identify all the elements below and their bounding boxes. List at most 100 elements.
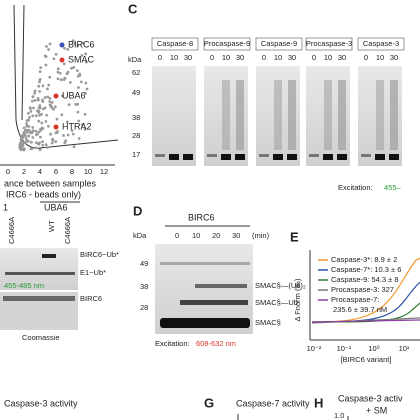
group-box — [255, 37, 303, 51]
tick-label: 8 — [70, 167, 74, 176]
smear — [274, 80, 282, 150]
group-box — [151, 37, 199, 51]
band — [309, 154, 319, 157]
excitation: Excitation: — [155, 339, 190, 348]
lane-label: 10 — [170, 53, 178, 62]
hit-label: HTRA2 — [62, 121, 92, 131]
tick-label: 10⁻¹ — [337, 344, 352, 353]
lane-label: 0 — [210, 53, 214, 62]
enzyme: BIRC6 — [188, 212, 215, 222]
legend-entry: Caspase-3*: 8.9 ± 2 — [331, 255, 397, 264]
smear — [338, 80, 346, 150]
excitation: Excitation: — [338, 183, 373, 192]
volcano-plot — [0, 4, 119, 166]
smear — [222, 80, 230, 150]
group-label: Caspase-3 — [363, 39, 399, 48]
time: 20 — [212, 231, 220, 240]
panel-title: Caspase-7 activity — [236, 398, 310, 408]
group-label: Caspase-9 — [261, 39, 297, 48]
marker: 62 — [132, 68, 140, 77]
smear — [288, 80, 296, 150]
tick-label: 12 — [100, 167, 108, 176]
lane-label: 1 — [3, 202, 8, 212]
group-label: UBA6 — [44, 202, 68, 212]
group-label: Caspase-8 — [157, 39, 193, 48]
band — [235, 154, 245, 160]
tick-label: 2 — [22, 167, 26, 176]
fit-curves — [311, 257, 420, 324]
smear — [324, 80, 332, 150]
group-box — [357, 37, 405, 51]
gel — [152, 66, 196, 166]
panel-letter: E — [290, 229, 299, 244]
band — [361, 154, 371, 157]
band — [323, 154, 333, 160]
band — [337, 154, 347, 160]
band — [169, 154, 179, 160]
axis-label: ance between samples — [4, 178, 97, 188]
marker: 28 — [132, 131, 140, 140]
stain: Coomassie — [22, 333, 60, 342]
unit: kDa — [128, 55, 142, 64]
hit-label: UBA6 — [62, 90, 86, 100]
band-label: E1~Ub* — [80, 268, 106, 277]
time: (min) — [252, 231, 270, 240]
lane-label: 30 — [184, 53, 192, 62]
band — [221, 154, 231, 160]
marker: 17 — [132, 150, 140, 159]
panel-title: Caspase-3 activity — [4, 398, 78, 408]
band — [259, 154, 269, 157]
lane-label: 0 — [364, 53, 368, 62]
tick-label: 10 — [84, 167, 92, 176]
group-label: Procaspase-3 — [306, 39, 352, 48]
legend-entry: Procaspase-3: 327 — [331, 285, 394, 294]
panel-letter: H — [314, 395, 323, 410]
band — [375, 154, 385, 160]
band-label: BIRC6 — [80, 294, 102, 303]
lane-label: 30 — [390, 53, 398, 62]
marker: 49 — [140, 259, 148, 268]
group-box — [305, 37, 353, 51]
time: 30 — [232, 231, 240, 240]
panel-subtitle: + SM — [366, 405, 387, 415]
marker: 49 — [132, 88, 140, 97]
panel-letter: D — [133, 203, 142, 218]
lane-label: C4666A — [7, 217, 16, 244]
lane-label: 30 — [288, 53, 296, 62]
smear — [390, 80, 398, 150]
legend-entry: Caspase-7*: 10.3 ± 6 — [331, 265, 401, 274]
time: 0 — [175, 231, 179, 240]
axis-label: [BIRC6 variant] — [341, 355, 392, 364]
band — [389, 154, 399, 160]
band — [183, 154, 193, 160]
marker: 38 — [140, 282, 148, 291]
lane-label: 10 — [222, 53, 230, 62]
tick-label: 0 — [6, 167, 10, 176]
band-label: SMAC§—(Ub)₂ — [255, 281, 306, 290]
hit-label: BIRC6 — [68, 39, 95, 49]
band — [155, 154, 165, 157]
tick-label: 1.0 — [334, 411, 344, 420]
unit: kDa — [133, 231, 147, 240]
panel-title: Caspase-3 activ — [338, 393, 403, 403]
tick-label: 10⁻² — [307, 344, 322, 353]
band-label: SMAC§ — [255, 318, 281, 327]
lane-label: 0 — [158, 53, 162, 62]
hit-label: SMAC — [68, 54, 95, 64]
band — [287, 154, 297, 160]
smear — [236, 80, 244, 150]
legend-entry: Caspase-9: 54.3 ± 8 — [331, 275, 399, 284]
time: 10 — [192, 231, 200, 240]
marker: 28 — [140, 303, 148, 312]
tick-label: 10⁰ — [368, 344, 379, 353]
lane-label: 10 — [376, 53, 384, 62]
wavelength: 455– — [384, 183, 402, 192]
band — [273, 154, 283, 160]
band-label: SMAC§—Ub — [255, 298, 298, 307]
tick-label: 10¹ — [399, 344, 410, 353]
panel-letter: C — [128, 1, 138, 16]
lane-label: 30 — [338, 53, 346, 62]
lane-label: 10 — [324, 53, 332, 62]
panel-letter: G — [204, 395, 214, 410]
